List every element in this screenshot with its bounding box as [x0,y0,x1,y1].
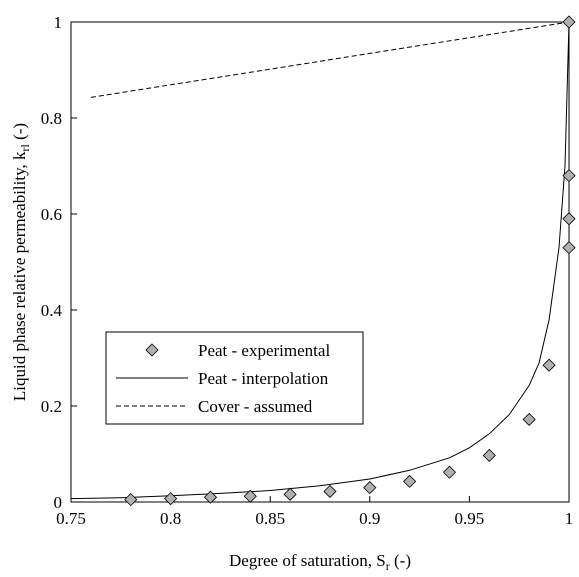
data-point [522,412,536,427]
x-axis-title: Degree of saturation, Sr (-) [229,551,411,572]
x-tick-label: 0.9 [359,509,380,528]
plot-frame [70,21,570,503]
data-point [562,212,576,226]
axis-ticks: 0.75 0.8 0.85 0.9 0.95 1 0 0.2 0.4 0.6 0.8 1 [41,13,574,528]
x-tick-label: 1 [565,509,574,528]
data-point [442,465,457,479]
data-point [562,241,576,255]
data-point [542,358,556,372]
axis-title-main: Liquid phase relative permeability, k [10,151,29,401]
legend: Peat - experimental Peat - interpolation C… [105,331,364,425]
data-point [363,481,377,495]
assumed-line [90,21,570,98]
legend-label: Peat - experimental [198,341,330,360]
x-tick-label: 0.75 [56,509,86,528]
data-point [124,493,138,507]
y-axis-title: Liquid phase relative permeability, krl … [10,123,32,401]
interpolation-line [71,21,570,500]
plot-area-border [70,21,570,503]
data-point [283,487,297,501]
axis-title-tail: (-) [10,123,29,144]
axis-title-tail: (-) [390,551,411,570]
y-tick-label: 0.4 [41,301,63,320]
legend-label: Cover - assumed [198,397,313,416]
data-point [403,474,417,488]
y-tick-label: 0 [54,493,63,512]
series-group [71,15,576,507]
data-point [243,489,257,503]
data-point [323,484,337,499]
y-tick-label: 0.6 [41,205,62,224]
data-point [203,490,218,504]
x-tick-label: 0.8 [160,509,181,528]
data-point [562,15,576,29]
x-tick-label: 0.85 [255,509,285,528]
x-tick-label: 0.95 [455,509,485,528]
data-point [164,492,178,506]
y-tick-label: 0.8 [41,109,62,128]
data-point [482,448,496,463]
y-tick-label: 1 [54,13,63,32]
y-tick-label: 0.2 [41,397,62,416]
data-point [562,169,576,183]
axis-title-subscript: rl [18,144,32,152]
legend-marker [145,343,159,357]
legend-label: Peat - interpolation [198,369,329,388]
axis-title-subscript: r [386,559,390,572]
axis-title-main: Degree of saturation, S [229,551,386,570]
